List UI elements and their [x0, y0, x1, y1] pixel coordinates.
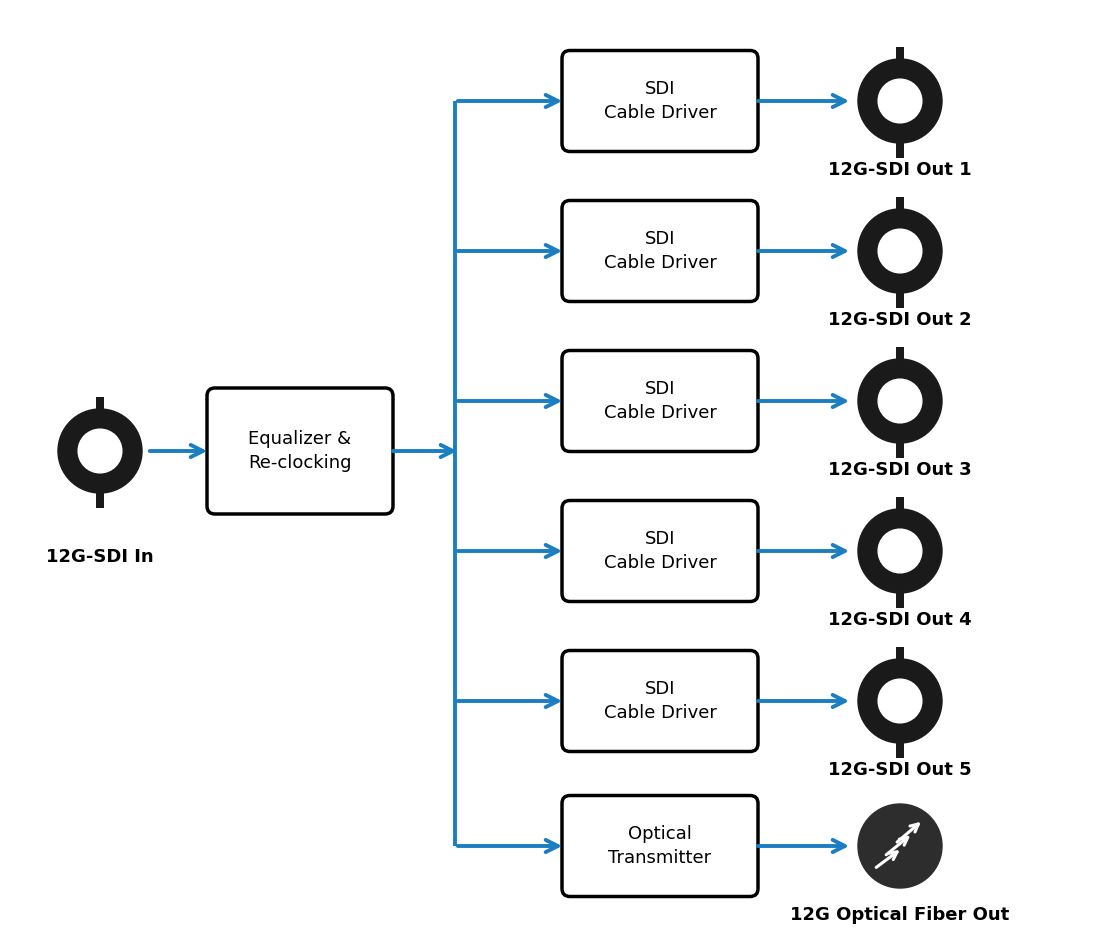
FancyBboxPatch shape: [562, 795, 758, 897]
Bar: [896, 197, 904, 210]
Circle shape: [858, 359, 942, 443]
Text: SDI
Cable Driver: SDI Cable Driver: [604, 680, 716, 722]
Text: 12G-SDI Out 2: 12G-SDI Out 2: [828, 311, 971, 329]
Text: 12G-SDI Out 5: 12G-SDI Out 5: [828, 761, 971, 779]
Bar: [96, 396, 103, 410]
Bar: [896, 646, 904, 660]
Bar: [896, 346, 904, 360]
Text: 12G-SDI Out 1: 12G-SDI Out 1: [828, 161, 971, 179]
Circle shape: [878, 230, 922, 273]
FancyBboxPatch shape: [562, 200, 758, 301]
Bar: [896, 46, 904, 60]
Text: 12G-SDI Out 4: 12G-SDI Out 4: [828, 611, 971, 629]
Circle shape: [78, 429, 122, 472]
Circle shape: [858, 659, 942, 743]
Circle shape: [858, 59, 942, 143]
Circle shape: [858, 804, 942, 888]
Bar: [896, 442, 904, 458]
Text: 12G-SDI Out 3: 12G-SDI Out 3: [828, 461, 971, 479]
Circle shape: [878, 679, 922, 723]
Text: SDI
Cable Driver: SDI Cable Driver: [604, 530, 716, 572]
FancyBboxPatch shape: [207, 388, 393, 514]
FancyBboxPatch shape: [562, 350, 758, 452]
Bar: [896, 592, 904, 608]
Text: Equalizer &
Re-clocking: Equalizer & Re-clocking: [249, 430, 352, 471]
Circle shape: [858, 209, 942, 293]
FancyBboxPatch shape: [562, 501, 758, 601]
FancyBboxPatch shape: [562, 650, 758, 752]
Circle shape: [878, 379, 922, 423]
Text: 12G-SDI In: 12G-SDI In: [46, 548, 154, 566]
Circle shape: [878, 529, 922, 573]
Circle shape: [58, 409, 142, 493]
Bar: [96, 492, 103, 508]
FancyBboxPatch shape: [562, 51, 758, 152]
Bar: [896, 292, 904, 308]
Circle shape: [858, 509, 942, 593]
Circle shape: [878, 79, 922, 123]
Text: 12G Optical Fiber Out: 12G Optical Fiber Out: [791, 906, 1010, 924]
Text: SDI
Cable Driver: SDI Cable Driver: [604, 231, 716, 272]
Bar: [896, 497, 904, 510]
Bar: [896, 742, 904, 758]
Text: Optical
Transmitter: Optical Transmitter: [608, 825, 712, 867]
Bar: [896, 142, 904, 158]
Text: SDI
Cable Driver: SDI Cable Driver: [604, 380, 716, 422]
Text: SDI
Cable Driver: SDI Cable Driver: [604, 80, 716, 121]
